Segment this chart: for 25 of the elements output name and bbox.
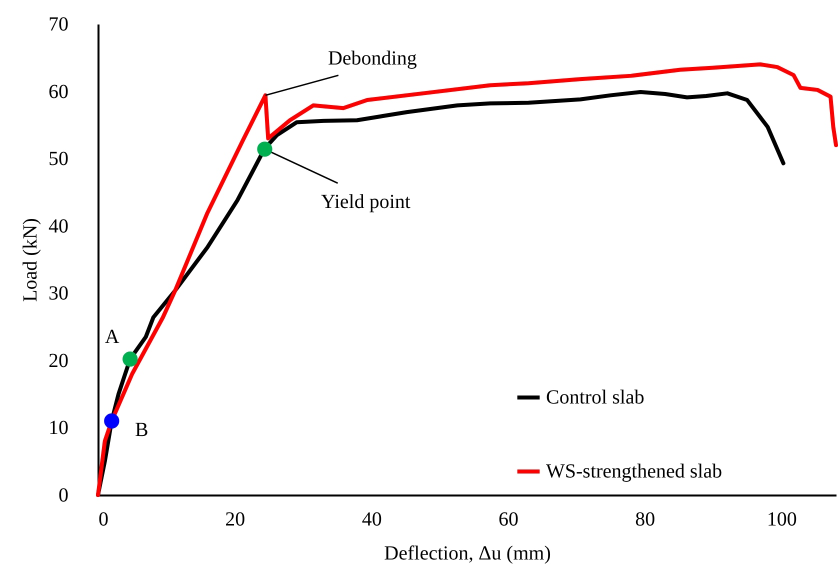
annotation: Yield point — [321, 191, 411, 214]
annotation: Debonding — [328, 47, 417, 70]
x-tick-label: 20 — [225, 508, 246, 530]
point — [104, 413, 120, 429]
x-tick-label: 80 — [635, 508, 656, 530]
y-tick-label: 20 — [48, 350, 68, 372]
y-axis-title: Load (kN) — [20, 218, 42, 302]
point — [122, 352, 138, 367]
y-tick-label: 10 — [48, 417, 68, 440]
legend-label: WS-strengthened slab — [546, 460, 722, 482]
y-tick-label: 0 — [58, 484, 68, 506]
point — [257, 142, 272, 157]
annotation: B — [134, 418, 148, 441]
y-tick-label: 50 — [48, 148, 68, 170]
y-tick-label: 60 — [48, 80, 68, 103]
legend-label: Control slab — [546, 386, 644, 408]
y-tick-label: 70 — [48, 14, 68, 36]
y-tick-label: 30 — [48, 282, 68, 305]
x-axis-title: Deflection, Δu (mm) — [384, 542, 551, 564]
y-tick-label: 40 — [48, 215, 68, 238]
x-tick-label: 60 — [498, 508, 518, 530]
x-tick-label: 0 — [98, 508, 108, 530]
x-tick-label: 40 — [362, 508, 382, 530]
annotation: A — [104, 326, 120, 348]
x-tick-label: 100 — [766, 508, 797, 530]
